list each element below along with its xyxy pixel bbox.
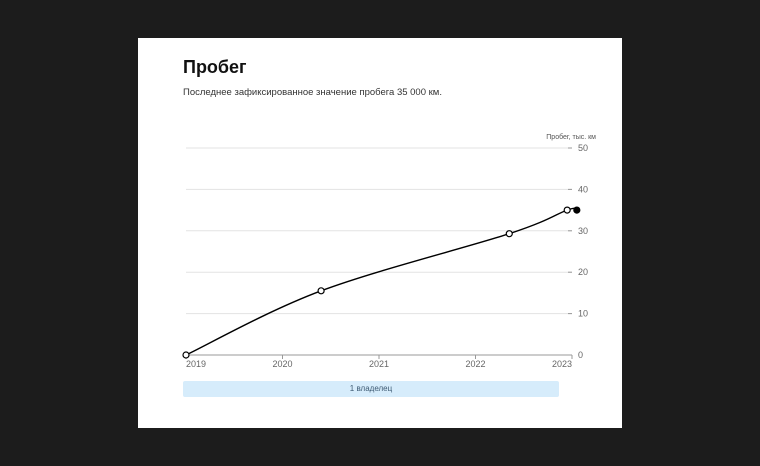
y-axis-label: Пробег, тыс. км [546, 133, 596, 141]
y-tick-label: 0 [578, 350, 583, 360]
card-title: Пробег [183, 57, 247, 77]
latest-data-point [573, 206, 581, 214]
x-tick-label: 2019 [186, 359, 206, 369]
y-tick-label: 40 [578, 184, 588, 194]
data-point [505, 230, 513, 238]
series-points-group [182, 206, 581, 359]
x-tick-label: 2021 [369, 359, 389, 369]
y-tick-label: 10 [578, 309, 588, 319]
mileage-chart: 0 10 20 30 40 50 2019 2020 2021 2022 2023 Пробег,… [182, 133, 596, 369]
x-tick-labels: 2019 2020 2021 2022 2023 [186, 359, 572, 369]
mileage-card: Пробег Последнее зафиксированное значени… [138, 38, 622, 428]
y-tick-label: 20 [578, 267, 588, 277]
x-tick-label: 2023 [552, 359, 572, 369]
y-tick-label: 50 [578, 143, 588, 153]
data-point [182, 351, 190, 359]
data-point [317, 287, 325, 295]
y-tick-labels: 0 10 20 30 40 50 [578, 143, 588, 360]
grid-lines [185, 147, 573, 359]
data-point [563, 206, 571, 214]
owner-count-bar: 1 владелец [183, 381, 559, 397]
card-subtitle: Последнее зафиксированное значение пробе… [183, 87, 442, 98]
x-tick-label: 2022 [465, 359, 485, 369]
x-tick-label: 2020 [272, 359, 292, 369]
y-tick-label: 30 [578, 226, 588, 236]
